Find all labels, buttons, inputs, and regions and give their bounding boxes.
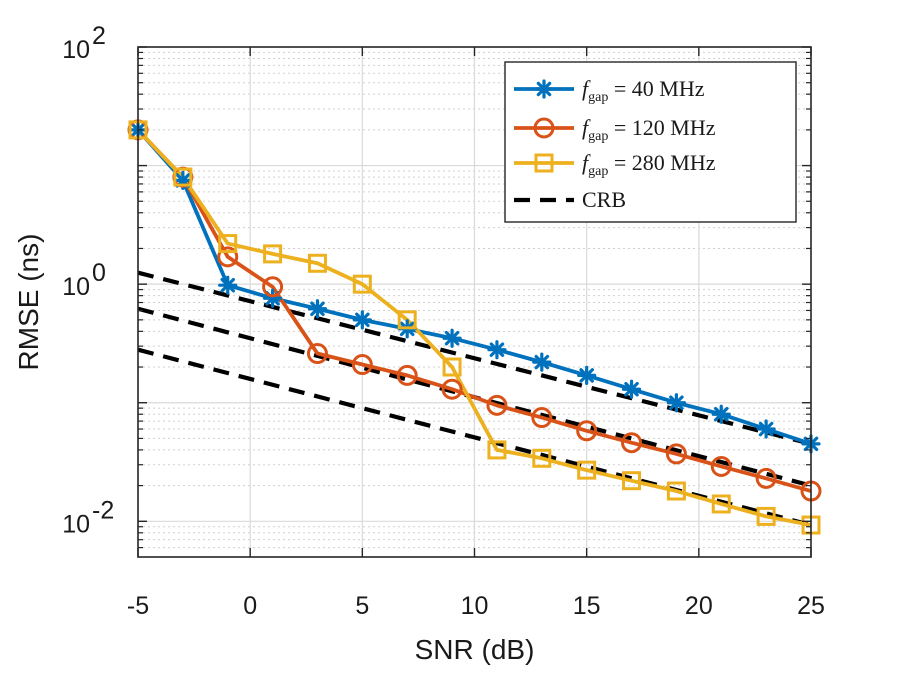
asterisk-stroke [579,368,594,383]
y-axis-label: RMSE (ns) [13,234,44,371]
legend-marker-3 [534,153,554,173]
series-3-marker [307,253,327,273]
series-2-marker [262,276,284,298]
series-1-marker [218,275,238,295]
series-3-marker [173,167,193,187]
series-2-marker [755,467,777,489]
asterisk-stroke [444,330,460,346]
x-tick-label: 25 [797,592,825,620]
legend-label-3: fgap = 280 MHz [582,150,716,179]
series-2-marker [710,455,732,477]
series-2-marker [576,420,598,442]
series-1-marker [711,404,731,424]
series-line-2 [136,128,812,493]
asterisk-stroke [489,342,505,357]
asterisk-stroke [534,354,550,370]
x-tick-label: 0 [243,592,257,620]
series-1-marker [666,393,687,413]
series-2-marker [396,364,418,386]
legend-label-4: CRB [582,187,626,212]
series-1-marker [532,352,552,372]
y-tick-exponent: -2 [92,496,114,524]
series-1-marker [577,365,597,386]
series-3-marker [352,274,372,294]
asterisk-stroke [624,381,639,397]
series-3-marker [577,460,597,480]
crb-line-1 [137,270,812,446]
series-3-marker [666,481,686,501]
series-3-marker [622,471,642,491]
series-3-marker [397,310,417,330]
series-lines [136,128,812,527]
series-3-marker [756,506,776,526]
series-1-marker [756,419,776,439]
asterisk-stroke [220,277,236,293]
y-tick-exponent: 2 [92,22,106,50]
y-tick-exponent: 0 [92,259,106,287]
series-1-marker [621,379,642,399]
asterisk-stroke [355,312,370,328]
asterisk-stroke [536,81,552,97]
legend-marker-1 [534,79,554,99]
asterisk-stroke [310,301,325,317]
series-2-marker [217,246,239,268]
x-tick-label: -5 [127,592,149,620]
x-tick-labels: -5 0 5 10 15 20 25 [127,592,825,620]
asterisk-stroke [758,421,774,437]
y-tick-label: 10 [62,273,90,301]
legend-label-1: fgap = 40 MHz [582,76,705,105]
x-tick-label: 15 [573,592,601,620]
series-2-marker [531,407,553,429]
series-3-marker [218,234,238,254]
axis-ticks [137,46,812,557]
series-2-marker [306,343,328,365]
series-2-marker [441,378,463,400]
series-1-marker [307,299,328,319]
series-3-marker [487,440,507,460]
legend: fgap = 40 MHz fgap = 120 MHz fgap = 280 MH… [504,61,797,223]
y-tick-label: 10 [62,510,90,538]
series-2-marker [351,354,373,376]
series-2-marker [486,394,508,416]
series-3-marker [263,244,283,264]
series-1-marker [442,328,462,348]
series-3-marker [532,448,552,468]
asterisk-stroke [669,395,684,411]
series-line-3 [136,128,812,527]
series-3-marker [711,494,731,514]
series-3-marker [442,357,462,377]
asterisk-stroke [713,406,729,422]
x-tick-label: 5 [355,592,369,620]
series-1-marker [352,310,372,330]
x-axis-label: SNR (dB) [415,634,535,665]
legend-label-2: fgap = 120 MHz [582,115,716,144]
series-markers [127,119,822,535]
series-line-1 [136,128,812,446]
x-tick-label: 20 [685,592,713,620]
series-1-marker [487,340,507,360]
legend-marker-2 [533,117,555,139]
x-tick-label: 10 [461,592,489,620]
series-2-marker [621,432,643,454]
y-tick-label: 10 [62,36,90,64]
series-2-marker [665,443,687,465]
legend-items: fgap = 40 MHz fgap = 120 MHz fgap = 280 MH… [514,76,716,212]
